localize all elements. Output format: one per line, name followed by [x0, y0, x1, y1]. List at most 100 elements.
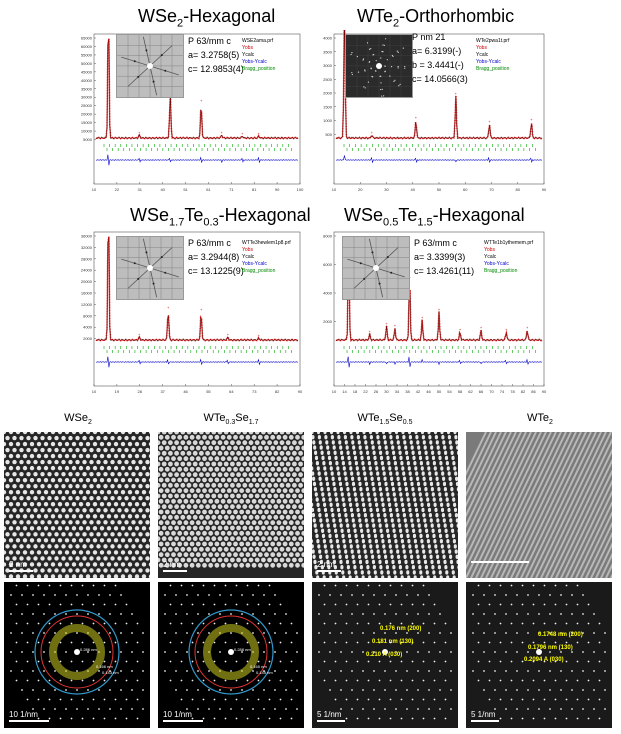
atom-column	[405, 450, 409, 455]
atom-column	[177, 562, 183, 568]
diffraction-spot	[395, 708, 397, 710]
diffraction-spot	[329, 670, 331, 672]
atom-column	[322, 461, 326, 466]
atom-column	[298, 504, 303, 510]
x-tick-label: 71	[229, 187, 234, 192]
atom-column	[230, 504, 235, 510]
atom-column	[54, 556, 59, 561]
atom-column	[364, 481, 369, 487]
atom-column	[314, 565, 318, 570]
atom-column	[134, 490, 140, 495]
lattice-fringe	[570, 490, 612, 578]
atom-column	[158, 541, 164, 547]
atom-column	[396, 476, 400, 481]
atom-column	[441, 549, 445, 554]
diffraction-spot	[378, 622, 381, 625]
diffraction-spot	[213, 584, 216, 587]
atom-column	[127, 441, 133, 447]
atom-column	[15, 432, 21, 435]
diffraction-spot	[417, 632, 419, 634]
diffraction-spot	[576, 679, 579, 682]
atom-column	[64, 477, 70, 483]
atom-column	[292, 546, 297, 552]
atom-column	[192, 450, 198, 456]
x-tick-label: 90	[542, 389, 547, 394]
atom-column	[267, 536, 272, 542]
atom-column	[230, 536, 235, 542]
atom-column	[68, 471, 73, 477]
saed-spot	[402, 47, 404, 49]
atom-column	[50, 538, 56, 543]
lattice-c: c= 12.9853(4)	[188, 64, 244, 74]
atom-column	[435, 513, 439, 518]
y-tick-label: 40000	[81, 78, 93, 83]
diffraction-spot	[532, 622, 535, 625]
atom-column	[440, 432, 444, 435]
atom-column	[312, 471, 315, 476]
atom-column	[217, 557, 223, 563]
diffraction-spot	[70, 660, 73, 663]
diffraction-spot	[505, 594, 507, 596]
diffraction-spot	[318, 651, 320, 653]
atom-column	[251, 509, 257, 515]
atom-column	[378, 445, 382, 450]
atom-column	[292, 450, 297, 456]
atom-column	[158, 482, 161, 488]
atom-column	[362, 466, 366, 471]
atom-column	[386, 533, 391, 539]
atom-column	[89, 483, 94, 489]
diffraction-spot	[37, 698, 40, 701]
atom-column	[22, 562, 28, 567]
atom-column	[180, 557, 186, 563]
atom-column	[261, 493, 266, 499]
atom-column	[189, 466, 195, 472]
saed-spot	[378, 282, 381, 285]
atom-column	[26, 447, 31, 453]
atom-column	[92, 432, 98, 435]
diffraction-spot	[76, 708, 78, 710]
atom-column	[254, 450, 260, 456]
atom-column	[85, 465, 91, 471]
atom-column	[404, 487, 408, 492]
atom-column	[325, 518, 329, 523]
diffraction-spot	[87, 613, 89, 615]
hrtem-image-2: 2 nm	[158, 432, 304, 578]
diffraction-spot	[428, 708, 430, 710]
atom-column	[192, 546, 198, 552]
atom-column	[361, 539, 365, 544]
atom-column	[330, 507, 334, 513]
atom-column	[183, 509, 189, 515]
diffraction-spot	[59, 603, 62, 606]
atom-column	[230, 472, 235, 478]
atom-column	[120, 574, 126, 578]
atom-column	[85, 550, 91, 555]
atom-column	[36, 550, 42, 555]
atom-column	[267, 461, 272, 467]
x-tick-label: 46	[183, 389, 188, 394]
atom-column	[158, 450, 161, 456]
atom-column	[186, 557, 192, 563]
atom-column	[226, 466, 232, 472]
atom-column	[131, 459, 136, 465]
atom-column	[40, 435, 45, 441]
atom-column	[168, 525, 173, 531]
diffraction-spot	[219, 689, 221, 691]
atom-column	[267, 546, 272, 552]
atom-column	[220, 488, 226, 494]
atom-column	[423, 518, 427, 523]
diffraction-spot	[10, 613, 12, 615]
y-tick-label: 1500	[323, 104, 333, 109]
y-tick-label: 24000	[81, 268, 93, 273]
atom-column	[161, 525, 167, 531]
x-tick-label: 18	[353, 389, 358, 394]
atom-column	[355, 466, 359, 471]
diffraction-spot	[142, 651, 144, 653]
atom-column	[276, 498, 282, 504]
atom-column	[180, 504, 186, 510]
atom-column	[433, 466, 437, 471]
atom-column	[242, 450, 248, 456]
atom-column	[386, 528, 390, 533]
atom-column	[273, 493, 279, 499]
diffraction-spot	[472, 594, 474, 596]
legend-file: WTTe1b1ythemem.prf	[484, 240, 534, 246]
